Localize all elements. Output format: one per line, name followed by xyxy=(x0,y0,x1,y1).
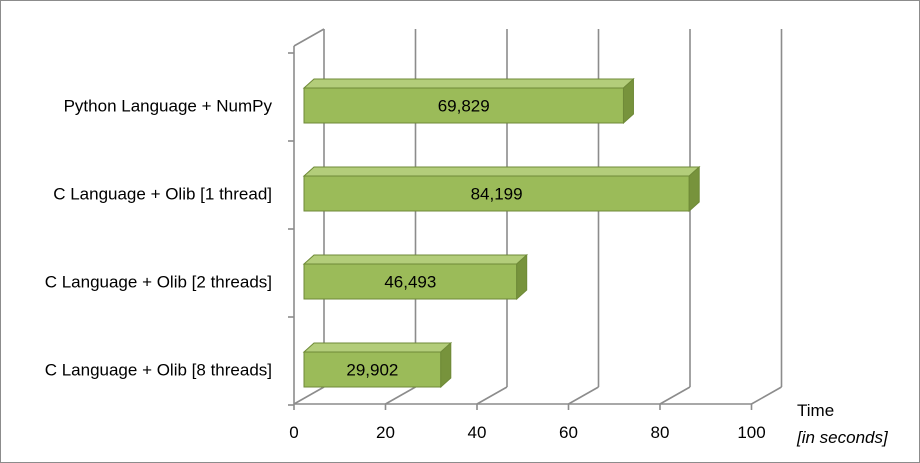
data-label: 46,493 xyxy=(384,273,436,292)
x-tick-label: 100 xyxy=(737,423,765,442)
bar-side-face xyxy=(622,77,634,125)
bar-top-face xyxy=(302,166,701,177)
bar-front-face xyxy=(303,263,518,300)
x-axis-title: Time xyxy=(797,401,834,420)
floor-gridline xyxy=(659,386,691,405)
data-label: 84,199 xyxy=(471,185,523,204)
x-tick-label: 0 xyxy=(289,423,298,442)
bar-top-face xyxy=(302,342,453,353)
labels: 0 20 40 60 80 100 69,829 Python Language + NumP… xyxy=(45,97,766,443)
bar-side-face xyxy=(688,165,700,213)
bar-front-face xyxy=(303,351,442,388)
x-axis-subtitle: [in seconds] xyxy=(796,428,889,447)
axes xyxy=(288,28,753,410)
floor-gridline xyxy=(476,386,508,405)
y-axis-top-edge xyxy=(293,28,325,47)
floor-gridline xyxy=(568,386,599,405)
data-label: 29,902 xyxy=(346,361,398,380)
x-tick-label: 80 xyxy=(651,423,670,442)
bar-side-face xyxy=(516,253,528,301)
x-tick-label: 60 xyxy=(559,423,578,442)
bar xyxy=(302,253,529,301)
bar-side-face xyxy=(440,341,452,389)
bar-top-face xyxy=(302,78,635,89)
category-label: C Language + Olib [8 threads] xyxy=(45,361,272,380)
bar-top-face xyxy=(302,254,529,265)
floor-gridline xyxy=(293,386,325,405)
bar-front-face xyxy=(303,175,690,212)
bar-front-face xyxy=(303,87,624,124)
category-label: C Language + Olib [1 thread] xyxy=(53,185,272,204)
x-tick-label: 40 xyxy=(468,423,487,442)
x-tick-label: 20 xyxy=(376,423,395,442)
category-label: C Language + Olib [2 threads] xyxy=(45,273,272,292)
floor-gridline xyxy=(751,386,782,405)
bar xyxy=(302,341,453,389)
category-label: Python Language + NumPy xyxy=(64,97,273,116)
bar xyxy=(302,77,635,125)
bar xyxy=(302,165,701,213)
floor-gridline xyxy=(385,386,416,405)
bars xyxy=(302,77,701,389)
data-label: 69,829 xyxy=(438,97,490,116)
